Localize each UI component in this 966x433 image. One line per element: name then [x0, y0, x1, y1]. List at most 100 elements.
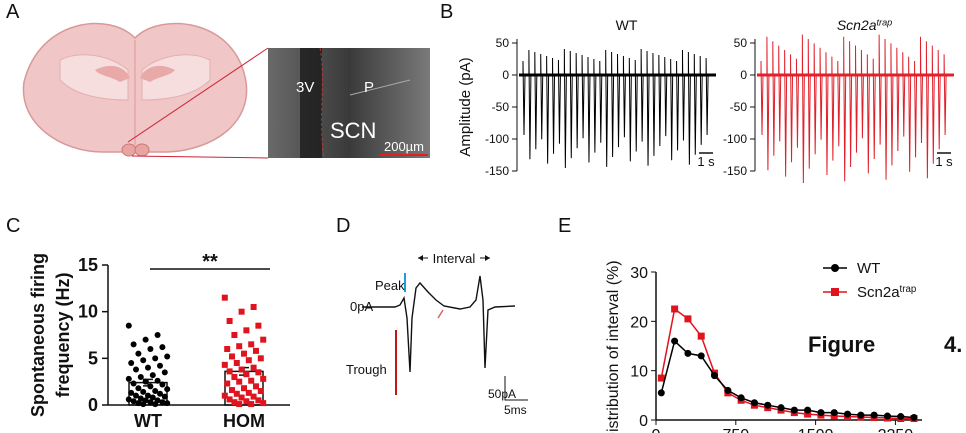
panel-d: Interval Peak 0pA Trough 50pA 5ms	[346, 250, 528, 417]
data-point	[255, 369, 262, 376]
trough-label: Trough	[346, 362, 387, 377]
image-label: P	[364, 79, 374, 96]
data-point	[135, 400, 142, 407]
data-point	[238, 366, 245, 373]
marker	[777, 404, 785, 412]
data-point	[250, 304, 257, 310]
y-tick-label: -150	[485, 164, 509, 178]
chart-title-superscript: trap	[877, 17, 893, 27]
data-point	[154, 332, 161, 338]
brain-illustration	[22, 22, 269, 159]
marker	[804, 410, 812, 418]
trace	[519, 48, 716, 169]
data-point	[243, 327, 250, 334]
x-tick-label: 0	[652, 427, 661, 433]
data-point	[253, 383, 259, 390]
data-point	[233, 390, 240, 397]
data-point	[236, 378, 243, 385]
data-point	[236, 343, 243, 350]
data-point	[231, 399, 238, 406]
data-point	[236, 401, 243, 408]
data-point	[255, 397, 262, 404]
data-point	[159, 344, 166, 351]
marker	[804, 406, 812, 414]
marker	[790, 406, 798, 414]
data-point	[226, 368, 233, 375]
panel-label: E	[558, 215, 571, 237]
data-point	[221, 361, 228, 368]
legend-marker	[831, 288, 839, 296]
y-tick-label: -50	[730, 100, 748, 114]
significance-label: **	[202, 251, 218, 273]
data-point	[133, 392, 139, 399]
data-point	[248, 341, 255, 348]
data-point	[243, 398, 250, 405]
data-point	[125, 375, 132, 382]
data-point	[164, 386, 171, 393]
image-label: SCN	[330, 118, 376, 143]
data-point	[255, 322, 262, 329]
x-tick-label: 750	[722, 427, 749, 433]
y-tick-label: 0	[740, 68, 747, 82]
interval-label: Interval	[433, 251, 476, 266]
marker	[897, 413, 905, 421]
data-point	[260, 400, 267, 407]
y-tick-label: 15	[78, 255, 98, 275]
data-point	[245, 357, 252, 364]
peak-label: Peak	[375, 278, 405, 293]
panel-label: B	[440, 1, 453, 23]
data-point	[147, 346, 154, 352]
y-tick-label: -100	[485, 132, 509, 146]
marker	[844, 410, 852, 418]
data-point	[149, 394, 156, 401]
data-point	[140, 357, 147, 364]
data-point	[128, 360, 135, 366]
data-point	[243, 371, 250, 378]
legend-label-superscript: trap	[900, 284, 917, 295]
data-point	[238, 308, 245, 315]
y-tick-label: 50	[496, 36, 510, 50]
marker	[684, 349, 692, 357]
marker	[883, 412, 891, 420]
y-tick-label: 0	[88, 395, 98, 415]
figure-label: Figure	[808, 332, 875, 357]
data-point	[152, 401, 159, 408]
micrograph: 3V P SCN 200µm	[268, 47, 430, 159]
data-point	[145, 392, 151, 399]
marker	[857, 411, 865, 419]
data-point	[257, 355, 264, 362]
data-point	[157, 390, 163, 397]
y-tick-label: -50	[492, 100, 510, 114]
data-point	[125, 396, 132, 403]
marker	[764, 401, 772, 409]
y-tick-label: 30	[630, 265, 648, 282]
marker	[657, 389, 665, 397]
data-point	[248, 377, 255, 384]
data-point	[149, 372, 156, 379]
x-tick-label: 2250	[878, 427, 914, 433]
data-point	[257, 388, 264, 394]
panel-label: A	[6, 1, 20, 23]
marker	[671, 305, 679, 313]
data-point	[241, 385, 247, 392]
data-point	[164, 353, 171, 360]
y-tick-label: 10	[630, 364, 648, 381]
data-point	[145, 364, 151, 371]
y-axis-label: Amplitude (pA)	[457, 57, 474, 156]
y-tick-label: 20	[630, 314, 648, 331]
data-point	[140, 401, 147, 408]
data-point	[137, 395, 144, 402]
marker	[750, 399, 758, 407]
data-point	[140, 388, 147, 395]
panel-label: C	[6, 215, 20, 237]
marker	[697, 332, 705, 340]
y-tick-label: 10	[78, 302, 98, 322]
y-tick-label: 0	[639, 413, 648, 430]
data-point	[130, 341, 137, 348]
marker	[910, 414, 918, 422]
data-point	[226, 396, 233, 403]
marker	[657, 374, 665, 382]
data-point	[221, 392, 228, 399]
data-point	[226, 318, 233, 324]
